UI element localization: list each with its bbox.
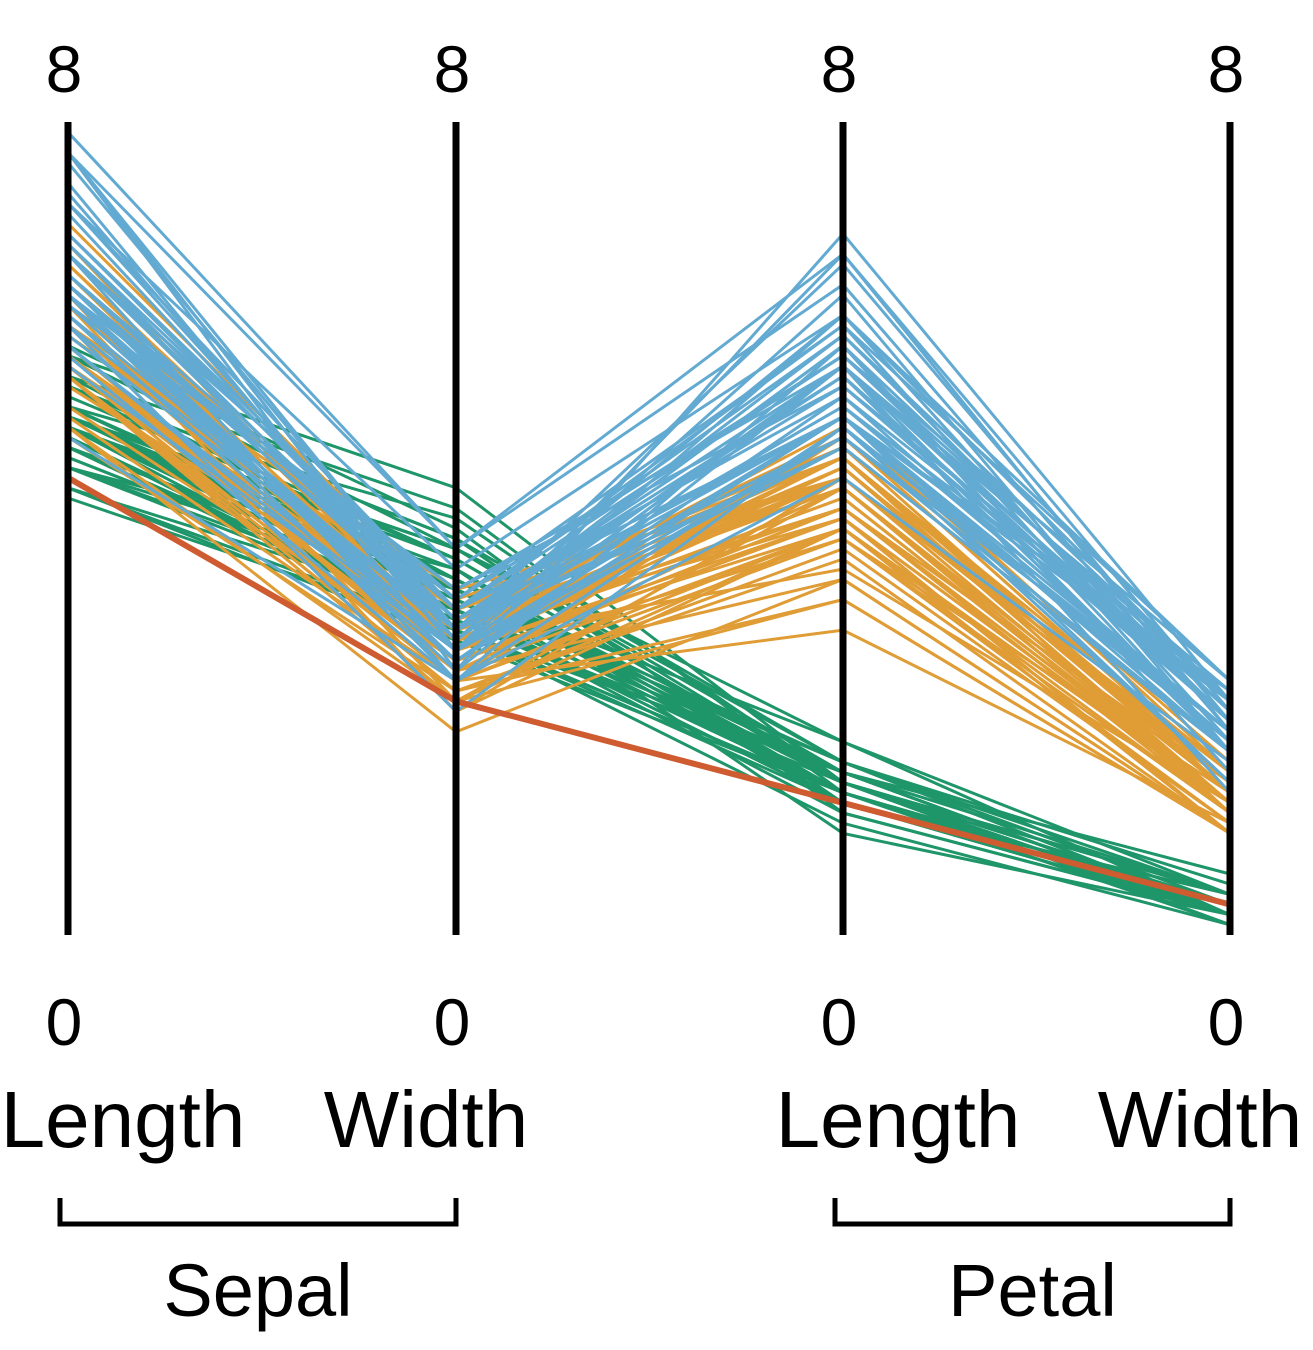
axis-label: Length bbox=[1, 1075, 246, 1164]
highlighted-line bbox=[66, 475, 1231, 908]
axis-max-tick: 8 bbox=[434, 32, 471, 106]
series-line-blue bbox=[66, 151, 1232, 713]
axis-label: Width bbox=[1098, 1075, 1303, 1164]
group-label: Petal bbox=[948, 1249, 1117, 1332]
series-line-blue bbox=[67, 334, 1231, 754]
series-line-blue bbox=[66, 324, 1232, 784]
group-bracket bbox=[57, 1198, 459, 1227]
group-bracket bbox=[832, 1198, 1233, 1227]
series-line-blue bbox=[66, 151, 1232, 733]
group-label: Sepal bbox=[163, 1249, 352, 1332]
series-line-blue bbox=[67, 435, 1231, 764]
axis-max-tick: 8 bbox=[46, 32, 83, 106]
series-line-orange bbox=[67, 374, 1231, 835]
series-line-blue bbox=[66, 202, 1232, 682]
axes-layer bbox=[57, 122, 1234, 1227]
series-line-orange bbox=[67, 374, 1231, 805]
axis-min-tick: 0 bbox=[434, 985, 471, 1059]
axis-min-tick: 0 bbox=[1208, 985, 1245, 1059]
series-line-blue bbox=[67, 252, 1231, 683]
series-line-blue bbox=[67, 303, 1231, 703]
series-line-blue bbox=[66, 273, 1231, 733]
axis-label: Length bbox=[776, 1075, 1021, 1164]
axis-label: Width bbox=[324, 1075, 529, 1164]
axis-max-tick: 8 bbox=[821, 32, 858, 106]
axis-max-tick: 8 bbox=[1208, 32, 1245, 106]
series-line-blue bbox=[66, 253, 1231, 693]
polyline-layer bbox=[66, 131, 1232, 927]
axis-min-tick: 0 bbox=[821, 985, 858, 1059]
series-line-blue bbox=[67, 344, 1231, 744]
axis-min-tick: 0 bbox=[46, 985, 83, 1059]
series-line-orange bbox=[67, 425, 1231, 835]
series-line-blue bbox=[66, 283, 1231, 713]
series-line-orange bbox=[67, 415, 1231, 825]
labels-layer: 8 0 Length 8 0 Width 8 0 Length 8 0 Width Sepal Petal bbox=[1, 32, 1303, 1332]
